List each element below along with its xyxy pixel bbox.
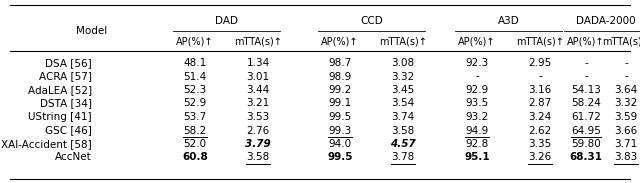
Text: 3.53: 3.53 <box>246 112 269 122</box>
Text: AP(%)↑: AP(%)↑ <box>321 37 359 47</box>
Text: 3.16: 3.16 <box>529 85 552 95</box>
Text: 94.0: 94.0 <box>328 139 351 149</box>
Text: DADA-2000: DADA-2000 <box>576 16 636 26</box>
Text: 3.83: 3.83 <box>614 152 637 163</box>
Text: Model: Model <box>76 27 108 36</box>
Text: 59.80: 59.80 <box>571 139 601 149</box>
Text: AP(%)↑: AP(%)↑ <box>567 37 605 47</box>
Text: 54.13: 54.13 <box>571 85 601 95</box>
Text: 3.54: 3.54 <box>392 98 415 109</box>
Text: -: - <box>475 72 479 81</box>
Text: -: - <box>584 72 588 81</box>
Text: 58.24: 58.24 <box>571 98 601 109</box>
Text: 93.2: 93.2 <box>465 112 488 122</box>
Text: 3.59: 3.59 <box>614 112 637 122</box>
Text: mTTA(s)↑: mTTA(s)↑ <box>516 37 564 47</box>
Text: 2.62: 2.62 <box>529 126 552 135</box>
Text: 3.66: 3.66 <box>614 126 637 135</box>
Text: -: - <box>584 58 588 68</box>
Text: 93.5: 93.5 <box>465 98 488 109</box>
Text: mTTA(s)↑: mTTA(s)↑ <box>602 37 640 47</box>
Text: 52.3: 52.3 <box>184 85 207 95</box>
Text: 52.0: 52.0 <box>184 139 207 149</box>
Text: 3.71: 3.71 <box>614 139 637 149</box>
Text: 58.2: 58.2 <box>184 126 207 135</box>
Text: A3D: A3D <box>498 16 520 26</box>
Text: AdaLEA [52]: AdaLEA [52] <box>28 85 92 95</box>
Text: 53.7: 53.7 <box>184 112 207 122</box>
Text: 3.74: 3.74 <box>392 112 415 122</box>
Text: 3.78: 3.78 <box>392 152 415 163</box>
Text: ACRA [57]: ACRA [57] <box>39 72 92 81</box>
Text: 51.4: 51.4 <box>184 72 207 81</box>
Text: 92.3: 92.3 <box>465 58 488 68</box>
Text: 99.2: 99.2 <box>328 85 351 95</box>
Text: DAD: DAD <box>215 16 238 26</box>
Text: 3.44: 3.44 <box>246 85 269 95</box>
Text: 94.9: 94.9 <box>465 126 488 135</box>
Text: DSTA [34]: DSTA [34] <box>40 98 92 109</box>
Text: 99.3: 99.3 <box>328 126 351 135</box>
Text: 3.58: 3.58 <box>246 152 269 163</box>
Text: 3.21: 3.21 <box>246 98 269 109</box>
Text: 2.76: 2.76 <box>246 126 269 135</box>
Text: 3.32: 3.32 <box>392 72 415 81</box>
Text: 99.5: 99.5 <box>327 152 353 163</box>
Text: 48.1: 48.1 <box>184 58 207 68</box>
Text: 2.87: 2.87 <box>529 98 552 109</box>
Text: AP(%)↑: AP(%)↑ <box>176 37 214 47</box>
Text: 3.64: 3.64 <box>614 85 637 95</box>
Text: -: - <box>624 72 628 81</box>
Text: 3.79: 3.79 <box>245 139 271 149</box>
Text: 92.8: 92.8 <box>465 139 488 149</box>
Text: 3.08: 3.08 <box>392 58 415 68</box>
Text: 92.9: 92.9 <box>465 85 488 95</box>
Text: 3.26: 3.26 <box>529 152 552 163</box>
Text: 3.58: 3.58 <box>392 126 415 135</box>
Text: AccNet: AccNet <box>55 152 92 163</box>
Text: UString [41]: UString [41] <box>28 112 92 122</box>
Text: 99.5: 99.5 <box>328 112 351 122</box>
Text: 3.24: 3.24 <box>529 112 552 122</box>
Text: 64.95: 64.95 <box>571 126 601 135</box>
Text: 99.1: 99.1 <box>328 98 351 109</box>
Text: 60.8: 60.8 <box>182 152 208 163</box>
Text: 98.7: 98.7 <box>328 58 351 68</box>
Text: 95.1: 95.1 <box>464 152 490 163</box>
Text: -: - <box>538 72 542 81</box>
Text: CCD: CCD <box>360 16 383 26</box>
Text: GSC [46]: GSC [46] <box>45 126 92 135</box>
Text: mTTA(s)↑: mTTA(s)↑ <box>234 37 282 47</box>
Text: AP(%)↑: AP(%)↑ <box>458 37 496 47</box>
Text: XAI-Accident [58]: XAI-Accident [58] <box>1 139 92 149</box>
Text: 68.31: 68.31 <box>570 152 602 163</box>
Text: mTTA(s)↑: mTTA(s)↑ <box>379 37 427 47</box>
Text: 2.95: 2.95 <box>529 58 552 68</box>
Text: 4.57: 4.57 <box>390 139 416 149</box>
Text: 1.34: 1.34 <box>246 58 269 68</box>
Text: 3.35: 3.35 <box>529 139 552 149</box>
Text: 3.32: 3.32 <box>614 98 637 109</box>
Text: 52.9: 52.9 <box>184 98 207 109</box>
Text: DSA [56]: DSA [56] <box>45 58 92 68</box>
Text: -: - <box>624 58 628 68</box>
Text: 61.72: 61.72 <box>571 112 601 122</box>
Text: 3.45: 3.45 <box>392 85 415 95</box>
Text: 98.9: 98.9 <box>328 72 351 81</box>
Text: 3.01: 3.01 <box>246 72 269 81</box>
